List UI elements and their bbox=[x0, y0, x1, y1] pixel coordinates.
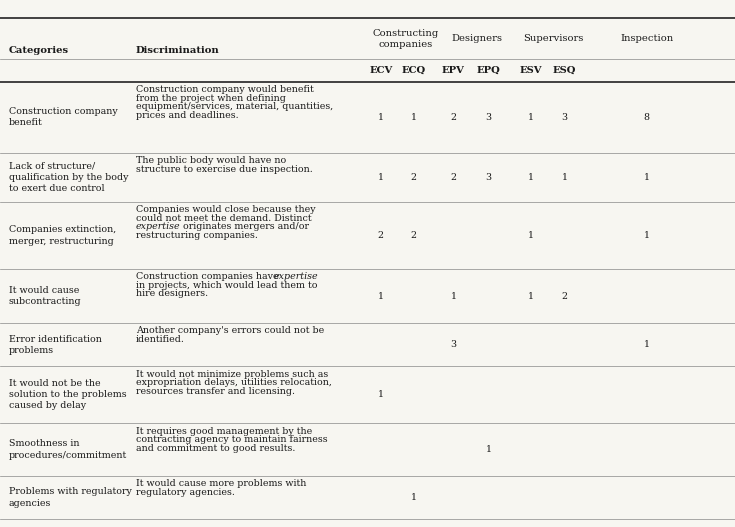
Text: 2: 2 bbox=[411, 231, 417, 240]
Text: 1: 1 bbox=[528, 291, 534, 300]
Text: ECV: ECV bbox=[369, 66, 392, 75]
Text: ECQ: ECQ bbox=[402, 66, 426, 75]
Text: 1: 1 bbox=[378, 113, 384, 122]
Text: 2: 2 bbox=[411, 173, 417, 182]
Text: Categories: Categories bbox=[9, 46, 69, 55]
Text: Lack of structure/
qualification by the body
to exert due control: Lack of structure/ qualification by the … bbox=[9, 162, 129, 193]
Text: It would cause
subcontracting: It would cause subcontracting bbox=[9, 286, 82, 306]
Text: originates mergers and/or: originates mergers and/or bbox=[180, 222, 309, 231]
Text: 1: 1 bbox=[411, 493, 417, 502]
Text: regulatory agencies.: regulatory agencies. bbox=[136, 488, 235, 497]
Text: Construction company
benefit: Construction company benefit bbox=[9, 108, 118, 128]
Text: 1: 1 bbox=[644, 231, 650, 240]
Text: expropriation delays, utilities relocation,: expropriation delays, utilities relocati… bbox=[136, 378, 331, 387]
Text: Another company's errors could not be: Another company's errors could not be bbox=[136, 326, 324, 335]
Text: expertise: expertise bbox=[274, 272, 319, 281]
Text: expertise: expertise bbox=[136, 222, 181, 231]
Text: identified.: identified. bbox=[136, 335, 184, 344]
Text: Designers: Designers bbox=[451, 34, 503, 43]
Text: structure to exercise due inspection.: structure to exercise due inspection. bbox=[136, 164, 312, 174]
Text: 1: 1 bbox=[644, 173, 650, 182]
Text: It requires good management by the: It requires good management by the bbox=[136, 426, 312, 435]
Text: 3: 3 bbox=[451, 340, 456, 349]
Text: Companies would close because they: Companies would close because they bbox=[136, 206, 315, 214]
Text: 2: 2 bbox=[451, 173, 456, 182]
Text: 1: 1 bbox=[451, 291, 456, 300]
Text: Problems with regulatory
agencies: Problems with regulatory agencies bbox=[9, 487, 132, 508]
Text: 1: 1 bbox=[378, 173, 384, 182]
Text: Companies extinction,
merger, restructuring: Companies extinction, merger, restructur… bbox=[9, 226, 116, 246]
Text: 1: 1 bbox=[528, 231, 534, 240]
Text: It would not be the
solution to the problems
caused by delay: It would not be the solution to the prob… bbox=[9, 379, 126, 411]
Text: Discrimination: Discrimination bbox=[136, 46, 220, 55]
Text: could not meet the demand. Distinct: could not meet the demand. Distinct bbox=[136, 214, 312, 223]
Text: 8: 8 bbox=[644, 113, 650, 122]
Text: 3: 3 bbox=[486, 113, 492, 122]
Text: 1: 1 bbox=[411, 113, 417, 122]
Text: hire designers.: hire designers. bbox=[136, 289, 208, 298]
Text: Construction companies have: Construction companies have bbox=[136, 272, 282, 281]
Text: Smoothness in
procedures/commitment: Smoothness in procedures/commitment bbox=[9, 440, 127, 460]
Text: EPQ: EPQ bbox=[477, 66, 501, 75]
Text: Constructing
companies: Constructing companies bbox=[373, 29, 440, 49]
Text: ESV: ESV bbox=[520, 66, 542, 75]
Text: 3: 3 bbox=[562, 113, 567, 122]
Text: contracting agency to maintain fairness: contracting agency to maintain fairness bbox=[136, 435, 328, 444]
Text: Inspection: Inspection bbox=[620, 34, 673, 43]
Text: 1: 1 bbox=[528, 173, 534, 182]
Text: restructuring companies.: restructuring companies. bbox=[136, 231, 258, 240]
Text: in projects, which would lead them to: in projects, which would lead them to bbox=[136, 281, 318, 290]
Text: 2: 2 bbox=[451, 113, 456, 122]
Text: 1: 1 bbox=[378, 291, 384, 300]
Text: 2: 2 bbox=[562, 291, 567, 300]
Text: 3: 3 bbox=[486, 173, 492, 182]
Text: 1: 1 bbox=[486, 445, 492, 454]
Text: It would cause more problems with: It would cause more problems with bbox=[136, 480, 306, 489]
Text: It would not minimize problems such as: It would not minimize problems such as bbox=[136, 369, 329, 378]
Text: 1: 1 bbox=[528, 113, 534, 122]
Text: Error identification
problems: Error identification problems bbox=[9, 335, 101, 355]
Text: EPV: EPV bbox=[442, 66, 465, 75]
Text: equipment/services, material, quantities,: equipment/services, material, quantities… bbox=[136, 102, 333, 111]
Text: 1: 1 bbox=[562, 173, 567, 182]
Text: prices and deadlines.: prices and deadlines. bbox=[136, 111, 239, 120]
Text: and commitment to good results.: and commitment to good results. bbox=[136, 444, 295, 453]
Text: Supervisors: Supervisors bbox=[523, 34, 584, 43]
Text: from the project when defining: from the project when defining bbox=[136, 94, 286, 103]
Text: 1: 1 bbox=[644, 340, 650, 349]
Text: ESQ: ESQ bbox=[553, 66, 576, 75]
Text: Construction company would benefit: Construction company would benefit bbox=[136, 85, 314, 94]
Text: 1: 1 bbox=[378, 390, 384, 399]
Text: The public body would have no: The public body would have no bbox=[136, 156, 286, 165]
Text: 2: 2 bbox=[378, 231, 384, 240]
Text: resources transfer and licensing.: resources transfer and licensing. bbox=[136, 387, 295, 396]
